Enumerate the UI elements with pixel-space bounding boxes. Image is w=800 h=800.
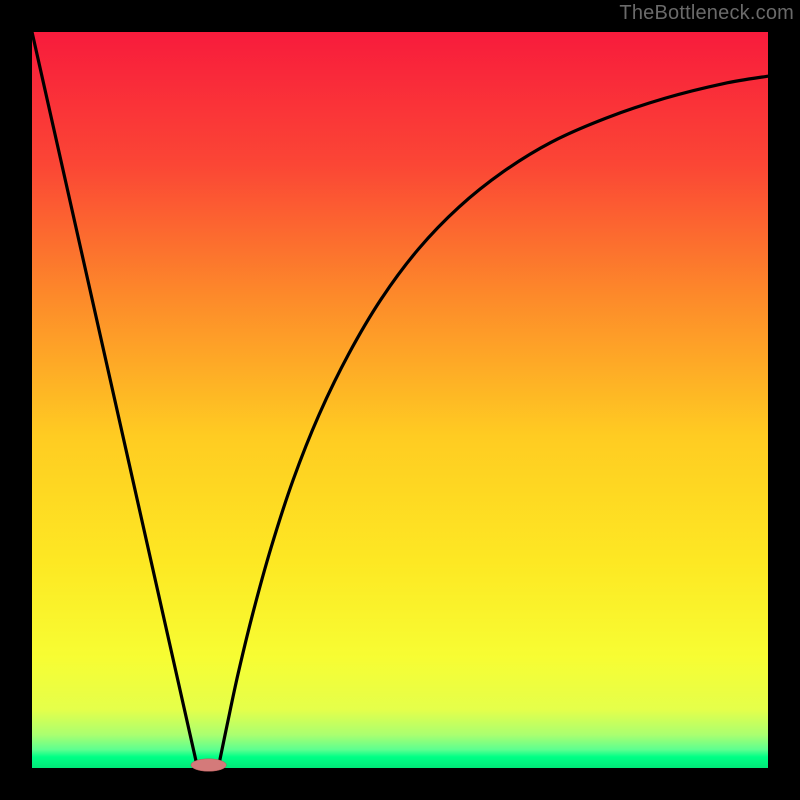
plot-background xyxy=(32,32,768,768)
watermark-text: TheBottleneck.com xyxy=(619,2,794,25)
chart-svg xyxy=(0,0,800,800)
chart-frame: TheBottleneck.com xyxy=(0,0,800,800)
minimum-marker xyxy=(191,759,226,772)
